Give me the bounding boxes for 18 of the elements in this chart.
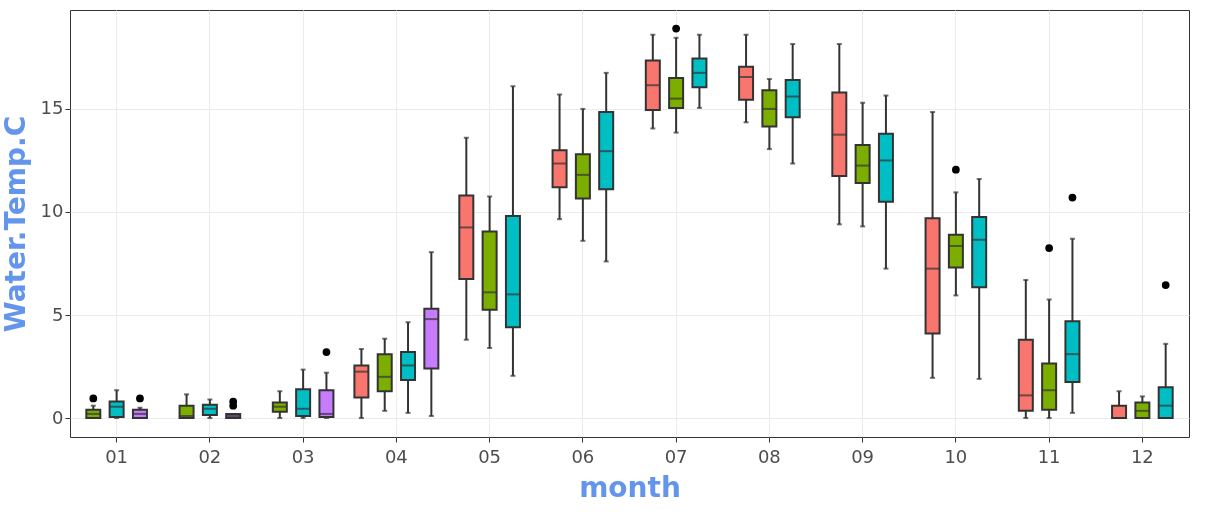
y-tick-label: 15 — [40, 97, 64, 119]
x-tick-label: 01 — [105, 445, 129, 467]
x-tick-label: 10 — [944, 445, 968, 467]
x-tick-label: 07 — [664, 445, 688, 467]
x-tick-label: 05 — [478, 445, 502, 467]
y-tick-label: 5 — [52, 303, 64, 325]
x-tick-label: 03 — [291, 445, 315, 467]
x-tick-label: 12 — [1130, 445, 1154, 467]
x-tick-label: 02 — [198, 445, 222, 467]
y-tick-label: 0 — [52, 406, 64, 428]
x-tick-label: 11 — [1037, 445, 1061, 467]
x-tick-label: 04 — [384, 445, 408, 467]
x-tick-label: 09 — [851, 445, 875, 467]
y-axis-title: Water.Temp.C — [0, 115, 32, 333]
y-tick-label: 10 — [40, 200, 64, 222]
x-tick-label: 08 — [757, 445, 781, 467]
x-axis-title: month — [579, 470, 681, 504]
x-tick-label: 06 — [571, 445, 595, 467]
